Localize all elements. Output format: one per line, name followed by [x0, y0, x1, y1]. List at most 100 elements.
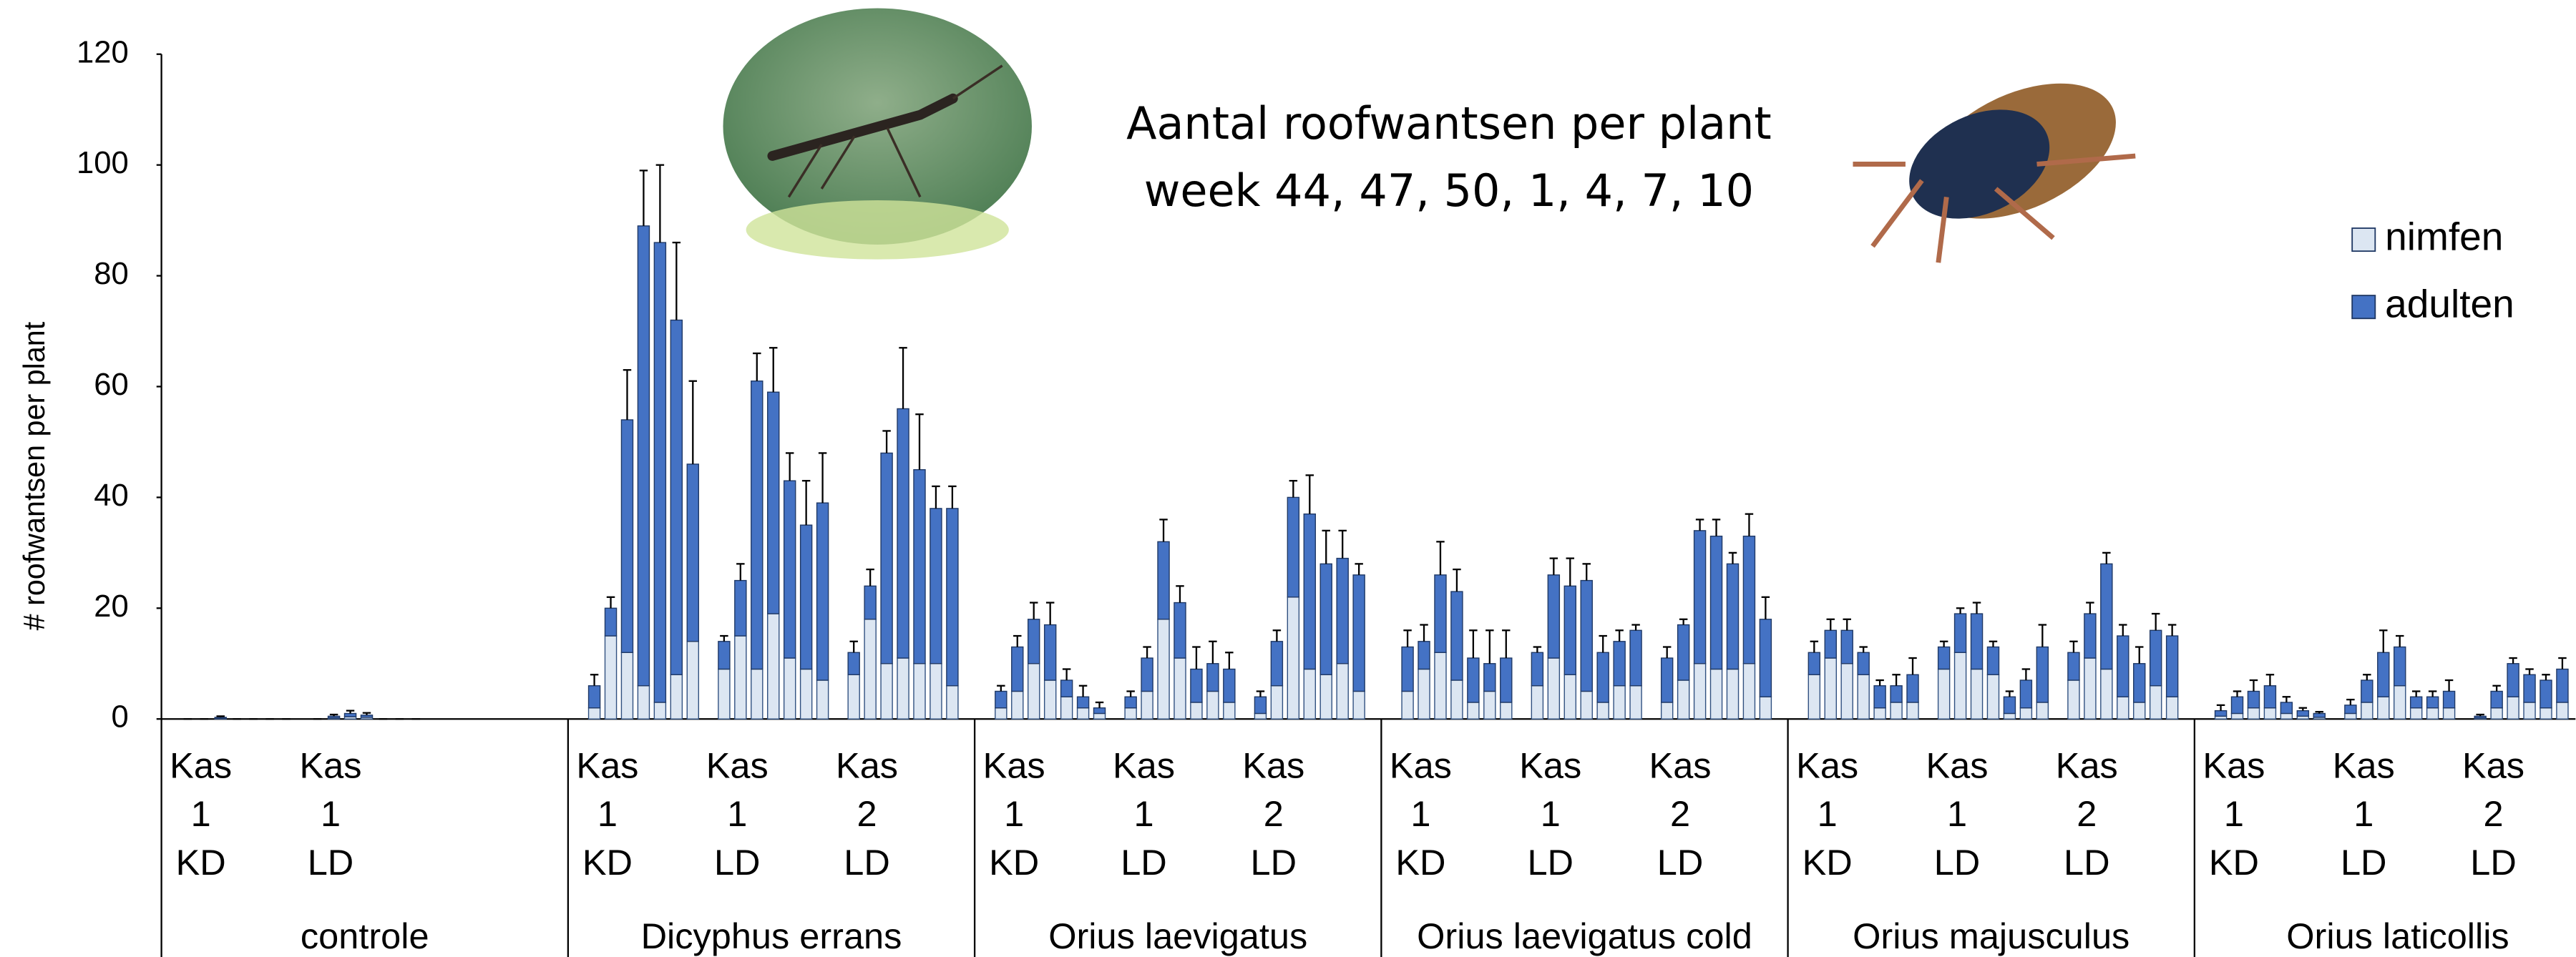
subgroup-label: 1: [1541, 793, 1561, 834]
bar-segment: [2344, 705, 2357, 715]
bar-segment: [1319, 674, 1332, 720]
bar-segment: [1629, 629, 1642, 687]
bar-segment: [1011, 646, 1024, 692]
bar-segment: [2100, 668, 2113, 720]
subgroup-label: 1: [1133, 793, 1153, 834]
bar-segment: [2165, 696, 2179, 720]
bar-segment: [1303, 513, 1317, 670]
bar-segment: [2313, 712, 2326, 718]
subgroup-label: 1: [1004, 793, 1024, 834]
bar-segment: [1028, 619, 1040, 664]
bar-segment: [1857, 652, 1870, 675]
bar-segment: [2149, 629, 2162, 687]
bar-segment: [1742, 535, 1756, 664]
subgroup-label: 1: [1410, 793, 1430, 834]
bar-segment: [1709, 668, 1723, 720]
bar-segment: [995, 707, 1008, 720]
bar-segment: [2036, 702, 2049, 720]
bar-segment: [1840, 663, 1853, 720]
subgroup-label: Kas: [1519, 745, 1581, 785]
bar-segment: [1206, 690, 1219, 720]
y-tick-label: 0: [111, 700, 128, 735]
bar-segment: [946, 685, 959, 720]
bar-segment: [1352, 690, 1365, 720]
bar-segment: [2247, 707, 2260, 720]
bar-segment: [604, 607, 618, 637]
subgroup-label: Kas: [1390, 745, 1452, 785]
subgroup-label: KD: [1395, 842, 1445, 883]
subgroup-label: LD: [2470, 842, 2517, 883]
bar-segment: [2230, 712, 2244, 720]
subgroup-label: Kas: [1796, 745, 1858, 785]
bar-segment: [1124, 707, 1137, 720]
bar-segment: [2394, 685, 2406, 720]
bar-segment: [1011, 690, 1024, 720]
bar-segment: [1483, 663, 1496, 692]
bar-segment: [1401, 690, 1414, 720]
bar-segment: [1287, 496, 1300, 598]
y-tick-label: 20: [94, 589, 129, 624]
bar-segment: [1873, 685, 1886, 709]
bar-segment: [880, 452, 893, 664]
bar-segment: [1660, 702, 1674, 720]
bar-segment: [751, 668, 763, 720]
bar-segment: [2540, 707, 2552, 720]
subgroup-label: LD: [1121, 842, 1167, 883]
bar-segment: [1434, 574, 1447, 653]
bar-segment: [799, 524, 813, 670]
bar-segment: [864, 619, 877, 720]
bar-segment: [734, 635, 747, 720]
bar-segment: [2067, 652, 2080, 681]
bar-segment: [1937, 646, 1951, 670]
subgroup-label: Kas: [836, 745, 898, 785]
bar-segment: [1434, 652, 1447, 720]
bar-segment: [1531, 652, 1544, 687]
bar-segment: [1547, 657, 1561, 720]
bar-segment: [1824, 629, 1837, 659]
bar-segment: [2263, 707, 2277, 720]
subgroup-label: LD: [1527, 842, 1574, 883]
bar-segment: [847, 652, 860, 675]
bar-segment: [2100, 563, 2113, 670]
bar-segment: [1450, 591, 1463, 681]
subgroup-label: 1: [191, 793, 211, 834]
bar-segment: [913, 468, 926, 664]
bar-segment: [1206, 663, 1219, 692]
bar-segment: [1596, 702, 1609, 720]
bar-segment: [816, 679, 829, 720]
bar-segment: [2019, 707, 2033, 720]
bar-segment: [2442, 690, 2456, 709]
bar-segment: [767, 613, 780, 720]
bar-segment: [864, 585, 877, 620]
bar-segment: [2361, 702, 2373, 720]
subgroup-label: KD: [1802, 842, 1853, 883]
bar-segment: [1093, 712, 1106, 720]
bar-segment: [1563, 585, 1577, 675]
bar-segment: [653, 242, 667, 703]
bar-segment: [1807, 674, 1821, 720]
bar-segment: [1336, 557, 1349, 664]
bar-segment: [587, 707, 601, 720]
subgroup-label: 2: [857, 793, 877, 834]
bar-segment: [1986, 646, 2000, 675]
bar-segment: [2133, 702, 2146, 720]
bar-segment: [2117, 635, 2129, 697]
bar-segment: [783, 657, 796, 720]
bar-segment: [1807, 652, 1821, 675]
bar-segment: [751, 381, 763, 670]
bar-segment: [1401, 646, 1414, 692]
bar-segment: [2507, 696, 2519, 720]
bar-segment: [587, 685, 601, 709]
bar-segment: [1726, 668, 1740, 720]
bar-segment: [2556, 668, 2569, 703]
group-label: Orius laticollis: [2286, 916, 2509, 956]
bar-segment: [1190, 702, 1203, 720]
subgroup-label: 2: [2484, 793, 2504, 834]
bar-segment: [1857, 674, 1870, 720]
subgroup-label: KD: [989, 842, 1039, 883]
bar-segment: [1500, 657, 1513, 703]
bar-segment: [2230, 696, 2244, 715]
bar-segment: [1336, 663, 1349, 720]
bar-segment: [1906, 674, 1919, 703]
